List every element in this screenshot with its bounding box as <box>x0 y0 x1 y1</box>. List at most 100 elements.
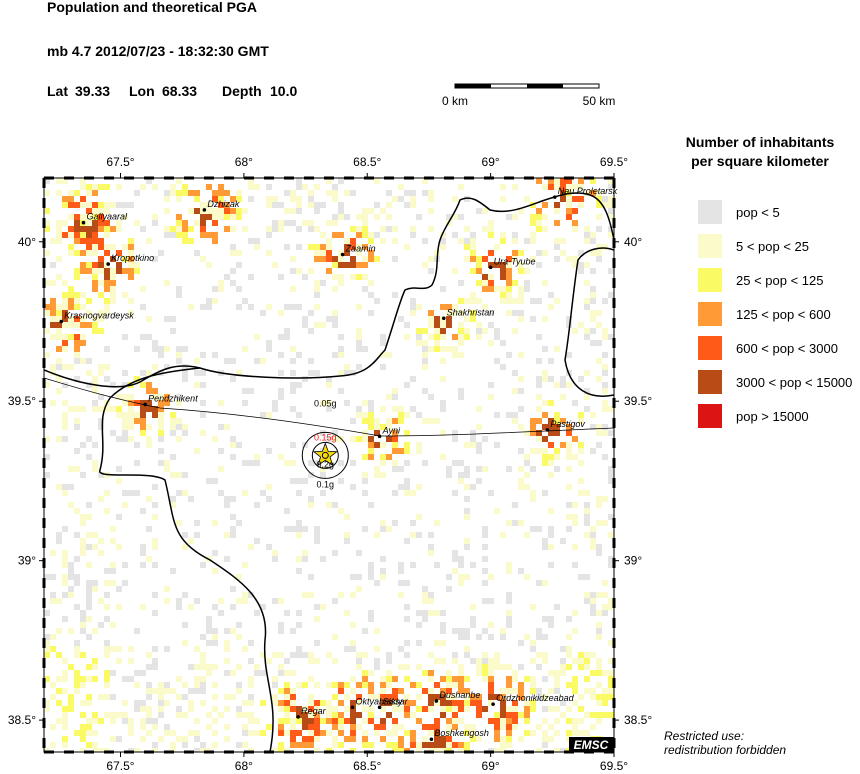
pop-cell <box>500 274 506 280</box>
pop-cell <box>500 232 506 238</box>
pop-cell <box>536 634 542 640</box>
pop-cell <box>350 688 356 694</box>
pop-cell <box>416 610 422 616</box>
pop-cell <box>218 400 224 406</box>
pop-cell <box>608 334 614 340</box>
pop-cell <box>146 718 152 724</box>
pop-cell <box>428 226 434 232</box>
pop-cell <box>110 406 116 412</box>
pop-cell <box>50 262 56 268</box>
pop-cell <box>314 658 320 664</box>
pop-cell <box>140 550 146 556</box>
pop-cell <box>284 682 290 688</box>
pop-cell <box>344 400 350 406</box>
pop-cell <box>122 382 128 388</box>
pop-cell <box>344 190 350 196</box>
pop-cell <box>380 676 386 682</box>
epicenter-dot <box>321 451 329 459</box>
pop-cell <box>80 226 86 232</box>
pop-cell <box>92 220 98 226</box>
pop-cell <box>386 226 392 232</box>
pop-cell <box>368 616 374 622</box>
pop-cell <box>458 394 464 400</box>
pop-cell <box>494 508 500 514</box>
pop-cell <box>560 442 566 448</box>
pop-cell <box>566 256 572 262</box>
pop-cell <box>602 712 608 718</box>
pop-cell <box>350 418 356 424</box>
pop-cell <box>458 574 464 580</box>
pop-cell <box>242 490 248 496</box>
pop-cell <box>524 484 530 490</box>
pop-cell <box>554 454 560 460</box>
pop-cell <box>62 178 68 184</box>
pop-cell <box>74 682 80 688</box>
pop-cell <box>560 178 566 184</box>
pop-cell <box>170 742 176 748</box>
city-dot <box>552 195 557 199</box>
pop-cell <box>470 736 476 742</box>
pop-cell <box>440 742 446 748</box>
pop-cell <box>440 238 446 244</box>
pop-cell <box>512 412 518 418</box>
pop-cell <box>56 628 62 634</box>
pop-cell <box>128 424 134 430</box>
pop-cell <box>530 490 536 496</box>
pop-cell <box>194 736 200 742</box>
pop-cell <box>116 412 122 418</box>
pop-cell <box>158 736 164 742</box>
pop-cell <box>68 196 74 202</box>
pop-cell <box>338 388 344 394</box>
pop-cell <box>50 334 56 340</box>
pop-cell <box>554 682 560 688</box>
pop-cell <box>338 256 344 262</box>
title: Population and theoretical PGA <box>47 0 257 15</box>
pop-cell <box>170 472 176 478</box>
pop-cell <box>104 280 110 286</box>
pop-cell <box>332 214 338 220</box>
pop-cell <box>584 676 590 682</box>
pop-cell <box>404 442 410 448</box>
legend-label: 125 < pop < 600 <box>736 307 831 322</box>
pop-cell <box>230 280 236 286</box>
pop-cell <box>176 220 182 226</box>
pop-cell <box>500 718 506 724</box>
pop-cell <box>488 280 494 286</box>
pop-cell <box>140 736 146 742</box>
pop-cell <box>464 742 470 748</box>
pop-cell <box>368 610 374 616</box>
pop-cell <box>584 328 590 334</box>
pop-cell <box>212 196 218 202</box>
pop-cell <box>110 736 116 742</box>
pop-cell <box>596 358 602 364</box>
pop-cell <box>488 622 494 628</box>
pop-cell <box>590 190 596 196</box>
pop-cell <box>476 694 482 700</box>
pop-cell <box>596 664 602 670</box>
pop-cell <box>134 460 140 466</box>
pop-cell <box>230 214 236 220</box>
pop-cell <box>512 298 518 304</box>
pop-cell <box>296 208 302 214</box>
pop-cell <box>608 202 614 208</box>
pop-cell <box>500 706 506 712</box>
pop-cell <box>116 544 122 550</box>
pop-cell <box>308 574 314 580</box>
pop-cell <box>416 706 422 712</box>
pop-cell <box>134 190 140 196</box>
pop-cell <box>44 748 50 752</box>
pop-cell <box>68 706 74 712</box>
pop-cell <box>308 190 314 196</box>
pop-cell <box>116 466 122 472</box>
pop-cell <box>338 712 344 718</box>
pop-cell <box>62 556 68 562</box>
pop-cell <box>314 640 320 646</box>
x-tick-label: 68.5° <box>353 155 381 169</box>
pop-cell <box>332 634 338 640</box>
pop-cell <box>416 718 422 724</box>
pop-cell <box>380 736 386 742</box>
pop-cell <box>104 364 110 370</box>
pop-cell <box>170 232 176 238</box>
pop-cell <box>500 736 506 742</box>
pop-cell <box>572 520 578 526</box>
